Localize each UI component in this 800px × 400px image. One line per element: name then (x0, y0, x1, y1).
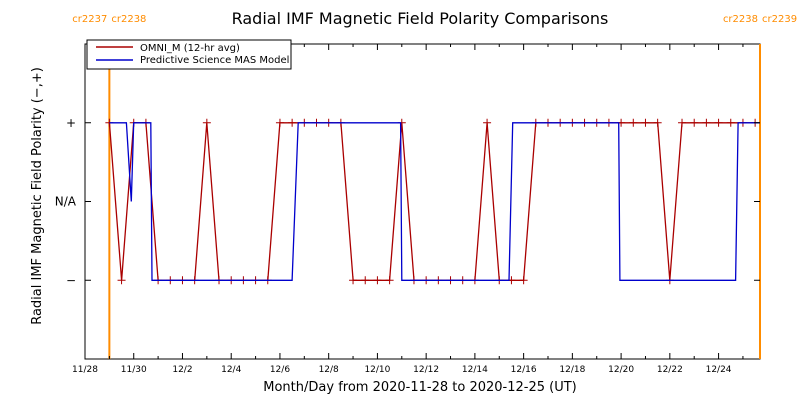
x-tick-label: 11/30 (121, 365, 147, 375)
omni-data-point (702, 118, 711, 127)
carrington-lines (108, 44, 761, 359)
series-layer (105, 118, 760, 285)
y-tick-label: N/A (55, 195, 77, 209)
chart-title: Radial IMF Magnetic Field Polarity Compa… (232, 9, 609, 28)
x-tick-label: 12/10 (364, 365, 390, 375)
omni-data-point (288, 118, 297, 127)
omni-data-point (629, 118, 638, 127)
y-tick-label: + (66, 116, 76, 130)
omni-data-point (373, 276, 382, 285)
omni-data-point (349, 276, 358, 285)
x-axis-ticks: 11/28 11/30 12/2 12/4 12/6 12/8 12/10 12/12 12/1… (72, 44, 744, 375)
y-axis-ticks: + N/A − (55, 116, 760, 287)
legend-label-mas: Predictive Science MAS Model (140, 55, 289, 66)
omni-data-point (726, 118, 735, 127)
carrington-label: cr2237 (72, 14, 107, 25)
y-axis-label: Radial IMF Magnetic Field Polarity (−,+) (30, 67, 45, 325)
omni-data-point (653, 118, 662, 127)
omni-data-point (361, 276, 370, 285)
carrington-label: cr2239 (762, 14, 797, 25)
x-tick-label: 12/6 (270, 365, 290, 375)
omni-series-line (108, 122, 756, 281)
x-tick-label: 12/4 (221, 365, 241, 375)
omni-data-point (483, 118, 492, 127)
x-tick-label: 12/20 (608, 365, 634, 375)
legend-label-omni: OMNI_M (12-hr avg) (140, 43, 240, 54)
mas-series-line (109, 122, 760, 281)
x-tick-label: 12/8 (319, 365, 339, 375)
x-tick-label: 12/12 (413, 365, 439, 375)
x-tick-label: 12/2 (172, 365, 192, 375)
x-tick-label: 12/16 (511, 365, 537, 375)
plot-frame (84, 43, 761, 360)
omni-data-point (202, 118, 211, 127)
carrington-label: cr2238 (723, 14, 758, 25)
carrington-rotation-labels: cr2237 cr2238 cr2238 cr2239 (72, 14, 797, 25)
omni-data-point (641, 118, 650, 127)
x-axis-label: Month/Day from 2020-11-28 to 2020-12-25 … (263, 380, 576, 395)
omni-data-point (275, 118, 284, 127)
legend-box (86, 39, 292, 70)
omni-data-point (678, 118, 687, 127)
y-tick-label: − (66, 273, 76, 287)
omni-data-point (519, 276, 528, 285)
x-tick-label: 12/24 (706, 365, 732, 375)
x-tick-label: 12/22 (657, 365, 683, 375)
carrington-label: cr2238 (111, 14, 146, 25)
x-tick-label: 11/28 (72, 365, 98, 375)
omni-data-point (117, 276, 126, 285)
x-tick-label: 12/18 (559, 365, 585, 375)
omni-data-point (714, 118, 723, 127)
omni-data-point (690, 118, 699, 127)
omni-data-point (385, 276, 394, 285)
legend: OMNI_M (12-hr avg) Predictive Science MA… (86, 39, 292, 70)
x-tick-label: 12/14 (462, 365, 488, 375)
